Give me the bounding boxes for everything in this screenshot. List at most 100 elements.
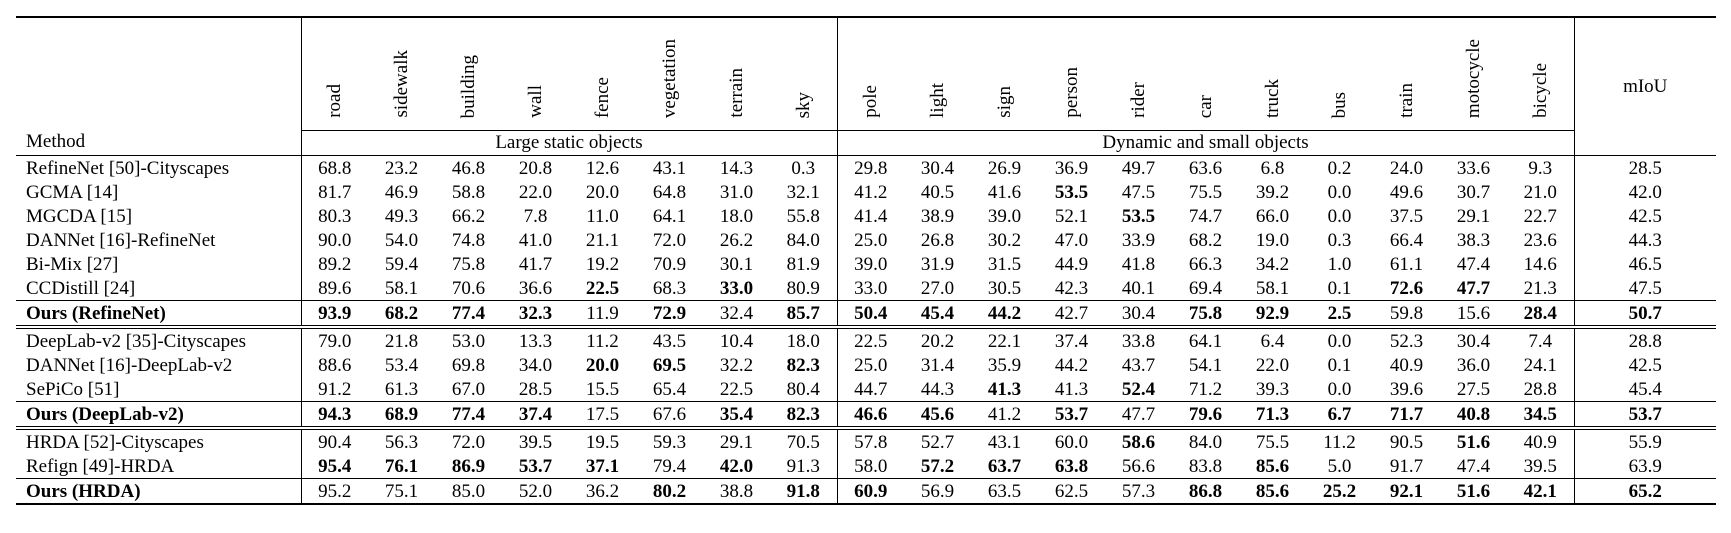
value-cell: 82.3 bbox=[786, 354, 820, 376]
value-cell: 58.6 bbox=[1105, 426, 1172, 454]
table-row: SePiCo [51] 91.2 61.3 67.0 28.5 15.5 65.4 22.5 8… bbox=[16, 377, 1716, 402]
value-cell: 39.3 bbox=[1255, 378, 1290, 400]
results-table-container: Method road sidewalk building wall fence veget… bbox=[16, 16, 1716, 505]
value-cell: 15.6 bbox=[1440, 300, 1507, 327]
value-cell: 75.1 bbox=[368, 478, 435, 505]
method-cell: SePiCo [51] bbox=[26, 378, 120, 400]
value-cell: 61.1 bbox=[1389, 253, 1424, 275]
value-cell: 41.3 bbox=[987, 378, 1022, 400]
value-cell: 36.0 bbox=[1456, 354, 1491, 376]
value-cell: 72.9 bbox=[636, 300, 703, 327]
value-cell: 89.2 bbox=[300, 252, 368, 276]
value-cell: 44.7 bbox=[836, 377, 904, 402]
value-cell: 10.4 bbox=[703, 325, 770, 353]
value-cell: 68.2 bbox=[368, 300, 435, 327]
value-cell: 39.2 bbox=[1255, 181, 1290, 203]
class-header-label: bicycle bbox=[1529, 63, 1551, 118]
value-cell: 30.4 bbox=[1440, 325, 1507, 353]
value-cell: 70.6 bbox=[451, 277, 486, 299]
value-cell: 21.1 bbox=[585, 229, 620, 251]
value-cell: 41.0 bbox=[518, 229, 553, 251]
miou-cell: 65.2 bbox=[1573, 478, 1716, 505]
value-cell: 70.5 bbox=[770, 426, 837, 454]
value-cell: 64.1 bbox=[1172, 325, 1239, 353]
table-row: Bi-Mix [27] 89.2 59.4 75.8 41.7 19.2 70.9 30.1 8… bbox=[16, 252, 1716, 276]
value-cell: 54.1 bbox=[1188, 354, 1223, 376]
table-row: Ours (DeepLab-v2) 94.3 68.9 77.4 37.4 17.5 67.… bbox=[16, 401, 1716, 428]
value-cell: 23.2 bbox=[368, 155, 435, 180]
value-cell: 91.3 bbox=[786, 455, 820, 477]
class-header-label: light bbox=[927, 83, 948, 118]
value-cell: 28.5 bbox=[518, 378, 553, 400]
value-cell: 0.3 bbox=[770, 155, 837, 180]
value-cell: 68.9 bbox=[368, 401, 435, 428]
class-header-label: pole bbox=[860, 85, 882, 118]
value-cell: 44.2 bbox=[1054, 354, 1089, 376]
value-cell: 95.4 bbox=[300, 454, 368, 479]
value-cell: 58.1 bbox=[1255, 277, 1290, 299]
value-cell: 85.6 bbox=[1255, 455, 1290, 477]
value-cell: 58.0 bbox=[836, 454, 904, 479]
value-cell: 37.5 bbox=[1389, 205, 1424, 227]
value-cell: 67.0 bbox=[451, 378, 486, 400]
value-cell: 89.6 bbox=[300, 276, 368, 301]
value-cell: 49.6 bbox=[1389, 181, 1424, 203]
value-cell: 71.3 bbox=[1239, 401, 1306, 428]
method-cell: RefineNet [50]-Cityscapes bbox=[16, 155, 301, 180]
value-cell: 84.0 bbox=[1172, 426, 1239, 454]
value-cell: 67.6 bbox=[636, 401, 703, 428]
miou-cell: 42.0 bbox=[1573, 180, 1716, 204]
value-cell: 75.5 bbox=[1188, 181, 1223, 203]
value-cell: 80.4 bbox=[786, 378, 820, 400]
group-static-label: Large static objects bbox=[300, 130, 837, 156]
value-cell: 77.4 bbox=[435, 300, 502, 327]
value-cell: 20.0 bbox=[585, 181, 620, 203]
value-cell: 31.4 bbox=[920, 354, 955, 376]
value-cell: 0.0 bbox=[1327, 378, 1352, 400]
value-cell: 40.8 bbox=[1440, 401, 1507, 428]
value-cell: 80.2 bbox=[636, 478, 703, 505]
value-cell: 49.7 bbox=[1105, 155, 1172, 180]
value-cell: 57.8 bbox=[836, 426, 904, 454]
value-cell: 60.9 bbox=[836, 478, 904, 505]
value-cell: 2.5 bbox=[1306, 300, 1373, 327]
class-header-sidewalk: sidewalk bbox=[368, 16, 435, 131]
value-cell: 47.4 bbox=[1456, 455, 1491, 477]
value-cell: 30.7 bbox=[1456, 181, 1491, 203]
miou-cell: 44.3 bbox=[1573, 228, 1716, 252]
value-cell: 47.5 bbox=[1121, 181, 1156, 203]
value-cell: 57.2 bbox=[920, 455, 955, 477]
value-cell: 51.6 bbox=[1440, 426, 1507, 454]
method-cell: Ours (HRDA) bbox=[16, 478, 301, 505]
value-cell: 19.0 bbox=[1255, 229, 1290, 251]
value-cell: 26.8 bbox=[920, 229, 955, 251]
value-cell: 66.2 bbox=[451, 205, 486, 227]
value-cell: 83.8 bbox=[1188, 455, 1223, 477]
value-cell: 71.2 bbox=[1188, 378, 1223, 400]
value-cell: 22.7 bbox=[1523, 205, 1557, 227]
class-header-label: car bbox=[1195, 94, 1216, 118]
value-cell: 22.0 bbox=[1255, 354, 1290, 376]
value-cell: 0.3 bbox=[1327, 229, 1352, 251]
value-cell: 14.6 bbox=[1523, 253, 1557, 275]
value-cell: 34.2 bbox=[1255, 253, 1290, 275]
table-row: CCDistill [24] 89.6 58.1 70.6 36.6 22.5 68.3 33… bbox=[16, 276, 1716, 301]
value-cell: 31.9 bbox=[920, 253, 955, 275]
value-cell: 44.3 bbox=[920, 378, 955, 400]
miou-cell: 50.7 bbox=[1573, 300, 1716, 327]
value-cell: 0.2 bbox=[1306, 155, 1373, 180]
value-cell: 53.7 bbox=[1038, 401, 1105, 428]
value-cell: 38.9 bbox=[920, 205, 955, 227]
table-row: GCMA [14] 81.7 46.9 58.8 22.0 20.0 64.8 31.0 32.… bbox=[16, 180, 1716, 204]
group-dynamic-label: Dynamic and small objects bbox=[836, 130, 1574, 156]
miou-column-header: mIoU bbox=[1573, 16, 1716, 156]
value-cell: 72.0 bbox=[435, 426, 502, 454]
value-cell: 22.5 bbox=[585, 277, 620, 299]
value-cell: 0.1 bbox=[1327, 354, 1352, 376]
class-header-vegetation: vegetation bbox=[636, 16, 703, 131]
table-row: HRDA [52]-Cityscapes 90.4 56.3 72.0 39.5 19.5… bbox=[16, 426, 1716, 454]
value-cell: 80.3 bbox=[300, 204, 368, 228]
value-cell: 34.5 bbox=[1507, 401, 1574, 428]
value-cell: 21.0 bbox=[1523, 181, 1557, 203]
value-cell: 41.2 bbox=[971, 401, 1038, 428]
